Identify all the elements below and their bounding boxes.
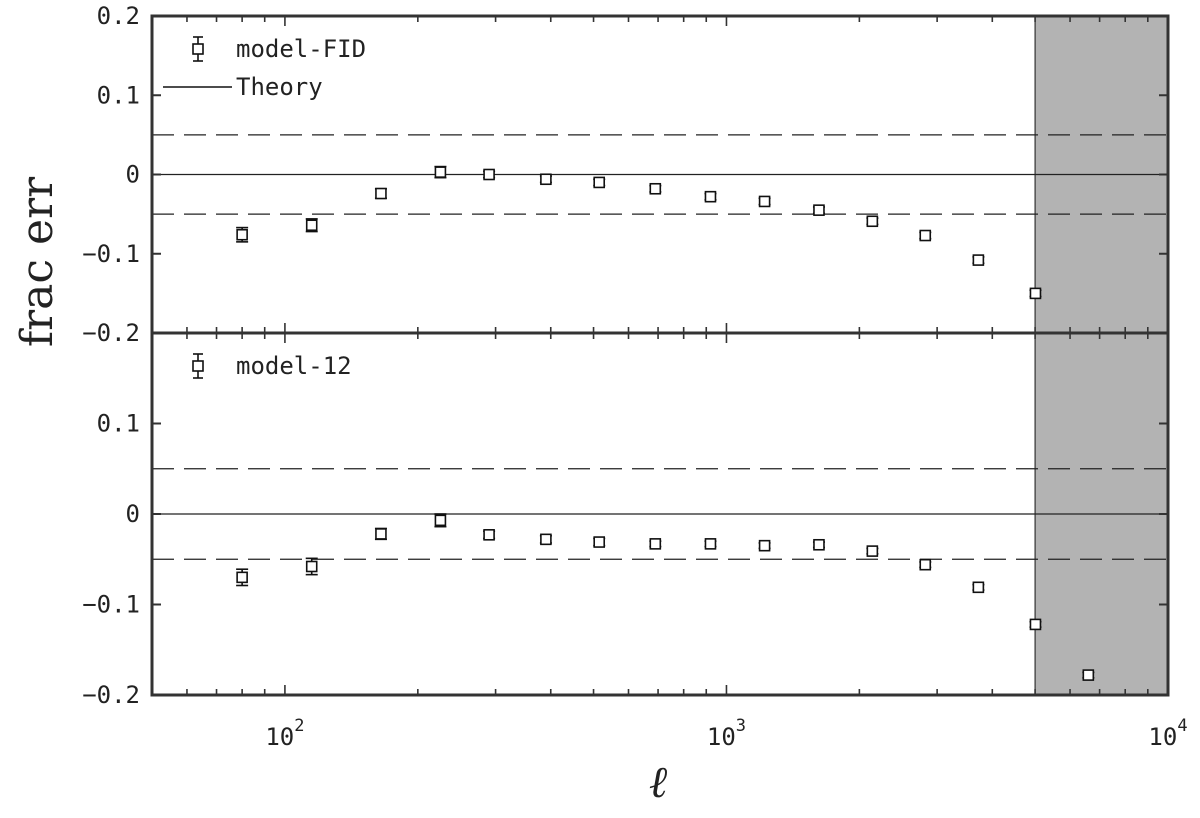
data-point (305, 557, 318, 576)
legend-marker (192, 43, 204, 55)
legend-label: model-FID (236, 35, 366, 63)
data-point (704, 190, 717, 203)
y-tick-label: −0.2 (82, 681, 140, 709)
panels-layer: 0.2 0.1 0 −0.1 −0.2 model-FID Theory 0.1 0 −0.1 −0… (82, 2, 1187, 751)
y-tick-label: 0 (126, 161, 140, 189)
panel-2: 0.1 0 −0.1 −0.2 model-12 (82, 331, 1170, 709)
data-point (972, 254, 985, 266)
data-point (434, 165, 447, 179)
y-tick-label: 0.1 (97, 81, 140, 109)
data-point (539, 533, 552, 546)
legend-label: Theory (236, 73, 323, 101)
data-point (649, 538, 662, 550)
data-point (483, 529, 496, 541)
data-marker (540, 533, 552, 546)
data-marker (434, 514, 447, 527)
data-marker (593, 176, 606, 189)
data-point (593, 536, 606, 548)
x-tick-base: 10 (265, 723, 294, 751)
data-marker (758, 539, 771, 552)
y-tick-label: −0.1 (82, 591, 140, 619)
y-tick-label: 0.2 (97, 2, 140, 30)
data-marker (593, 536, 606, 548)
data-point (866, 545, 879, 557)
x-tick-exponent: 2 (294, 716, 304, 736)
legend-label: model-12 (236, 352, 352, 380)
data-point (434, 513, 447, 528)
x-tick-label: 104 (1148, 716, 1187, 751)
data-point (483, 168, 496, 181)
data-point (866, 215, 879, 228)
y-tick-label: −0.2 (82, 319, 140, 347)
x-tick-exponent: 3 (736, 716, 746, 736)
data-point (812, 204, 825, 216)
data-marker (305, 560, 318, 573)
data-marker (649, 182, 662, 195)
data-point (305, 218, 318, 233)
data-point (812, 538, 825, 551)
y-tick-label: 0 (126, 500, 140, 528)
data-marker (972, 581, 985, 594)
data-marker (434, 166, 447, 178)
data-marker (305, 219, 318, 232)
data-point (236, 568, 249, 587)
data-point (1082, 669, 1095, 681)
data-point (758, 195, 771, 208)
data-marker (919, 558, 932, 571)
data-marker (1029, 618, 1042, 631)
data-marker (813, 538, 825, 551)
data-marker (483, 529, 495, 541)
data-point (236, 226, 249, 243)
x-tick-label: 102 (265, 716, 304, 751)
data-marker (1082, 669, 1095, 681)
data-marker (483, 168, 495, 181)
data-point (972, 581, 985, 594)
data-point (1029, 287, 1042, 300)
x-tick-base: 10 (707, 723, 736, 751)
legend-marker (192, 360, 204, 372)
data-point (704, 538, 717, 550)
data-marker (236, 228, 248, 241)
data-marker (704, 190, 717, 203)
y-axis-title: frac err (12, 176, 63, 347)
x-tick-exponent: 4 (1177, 716, 1187, 736)
x-axis-title: ℓ (649, 757, 668, 808)
data-marker (758, 195, 771, 208)
data-marker (919, 229, 932, 242)
x-tick-base: 10 (1148, 723, 1177, 751)
panel-1: 0.2 0.1 0 −0.1 −0.2 model-FID Theory (82, 2, 1170, 347)
data-point (758, 539, 771, 552)
data-point (374, 527, 387, 541)
data-point (919, 229, 932, 242)
data-marker (1029, 287, 1042, 300)
data-marker (866, 545, 879, 557)
data-marker (704, 538, 717, 550)
data-point (1029, 618, 1042, 631)
data-point (649, 182, 662, 195)
data-marker (649, 538, 662, 550)
data-marker (866, 215, 879, 228)
data-marker (236, 571, 248, 584)
x-tick-label: 103 (707, 716, 746, 751)
data-point (374, 187, 387, 200)
data-point (539, 173, 552, 186)
y-tick-label: −0.1 (82, 240, 140, 268)
data-marker (375, 528, 387, 540)
data-marker (375, 187, 387, 200)
data-marker (972, 254, 985, 266)
data-point (593, 176, 606, 189)
data-marker (813, 204, 825, 216)
data-point (919, 558, 932, 571)
y-tick-label: 0.1 (97, 410, 140, 438)
data-marker (540, 173, 552, 186)
